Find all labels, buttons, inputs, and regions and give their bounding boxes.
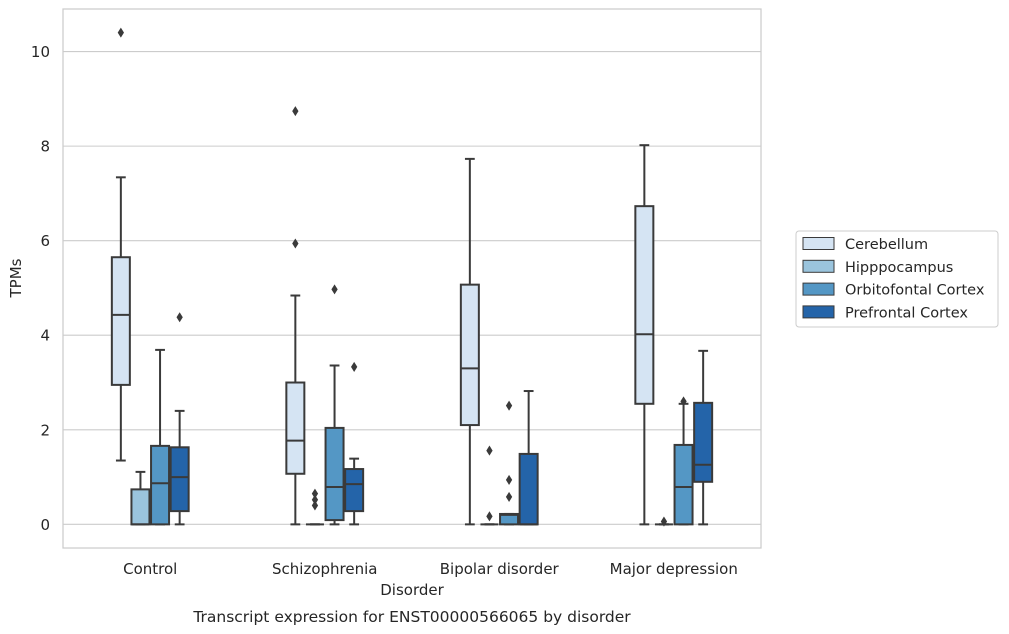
box-iqr xyxy=(324,426,345,522)
box-iqr xyxy=(344,468,365,513)
box-iqr xyxy=(673,443,694,526)
box-iqr xyxy=(285,381,306,475)
legend-swatch xyxy=(802,282,835,296)
outlier-point xyxy=(311,500,319,511)
box-iqr xyxy=(518,452,539,526)
x-tick-label: Bipolar disorder xyxy=(440,560,560,578)
outlier-point xyxy=(660,516,668,527)
box-hipppocampus xyxy=(130,470,151,526)
plot-frame xyxy=(62,8,762,549)
box-cerebellum xyxy=(459,157,480,526)
outlier-point xyxy=(292,238,299,249)
box-hipppocampus xyxy=(654,516,673,527)
box-orbitofontal-cortex xyxy=(324,284,345,526)
outlier-point xyxy=(311,494,319,505)
outlier-point xyxy=(292,106,299,117)
y-tick-label: 6 xyxy=(40,232,50,250)
box-prefrontal-cortex xyxy=(518,390,539,526)
outlier-point xyxy=(311,488,319,499)
box-iqr xyxy=(634,205,655,405)
outlier-point xyxy=(505,400,513,411)
outlier-point xyxy=(176,312,183,323)
outlier-point xyxy=(486,445,493,456)
x-tick-labels: Control Schizophrenia Bipolar disorder Majo… xyxy=(123,560,738,578)
box-iqr xyxy=(110,256,131,386)
box-hipppocampus xyxy=(480,445,499,526)
box-cerebellum xyxy=(285,106,306,526)
legend-label: Cerebellum xyxy=(845,237,928,253)
outlier-point xyxy=(680,396,687,407)
outlier-point xyxy=(351,361,358,372)
box-prefrontal-cortex xyxy=(693,349,714,526)
outlier-point xyxy=(505,474,513,485)
y-tick-label: 10 xyxy=(31,43,50,61)
box-cerebellum xyxy=(634,144,655,526)
box-iqr xyxy=(459,283,480,427)
legend-label: Prefrontal Cortex xyxy=(845,305,968,321)
outlier-point xyxy=(331,284,338,295)
y-tick-label: 4 xyxy=(40,327,50,345)
box-iqr xyxy=(169,446,190,513)
box-cerebellum xyxy=(110,27,131,462)
x-tick-label: Major depression xyxy=(610,560,738,578)
legend-swatch xyxy=(802,259,835,273)
legend-frame xyxy=(795,230,999,328)
y-axis-label: TPMs xyxy=(7,258,25,298)
outlier-point xyxy=(505,491,513,502)
legend-swatch xyxy=(802,305,835,319)
box-orbitofontal-cortex xyxy=(499,400,520,526)
box-iqr xyxy=(150,444,171,526)
box-iqr xyxy=(693,401,714,483)
chart-caption: Transcript expression for ENST0000056606… xyxy=(192,608,631,626)
box-orbitofontal-cortex xyxy=(150,348,171,526)
legend-label: Hipppocampus xyxy=(845,260,953,276)
x-tick-label: Schizophrenia xyxy=(272,560,377,578)
plot-boxes xyxy=(110,27,714,527)
outlier-point xyxy=(486,511,493,522)
y-tick-label: 0 xyxy=(40,516,50,534)
x-tick-label: Control xyxy=(123,560,177,578)
box-prefrontal-cortex xyxy=(344,361,365,526)
box-iqr xyxy=(130,488,151,526)
box-hipppocampus xyxy=(305,488,324,526)
legend-label: Orbitofontal Cortex xyxy=(845,283,985,299)
y-tick-labels: 0 2 4 6 8 10 xyxy=(31,43,50,534)
outlier-point xyxy=(117,27,124,38)
y-tick-label: 2 xyxy=(40,421,50,439)
legend-swatch xyxy=(802,237,835,250)
box-orbitofontal-cortex xyxy=(673,396,694,526)
legend: Cerebellum Hipppocampus Orbitofontal Corte… xyxy=(795,230,999,328)
x-axis-label: Disorder xyxy=(380,581,444,599)
box-prefrontal-cortex xyxy=(169,312,190,526)
y-tick-label: 8 xyxy=(40,138,50,156)
